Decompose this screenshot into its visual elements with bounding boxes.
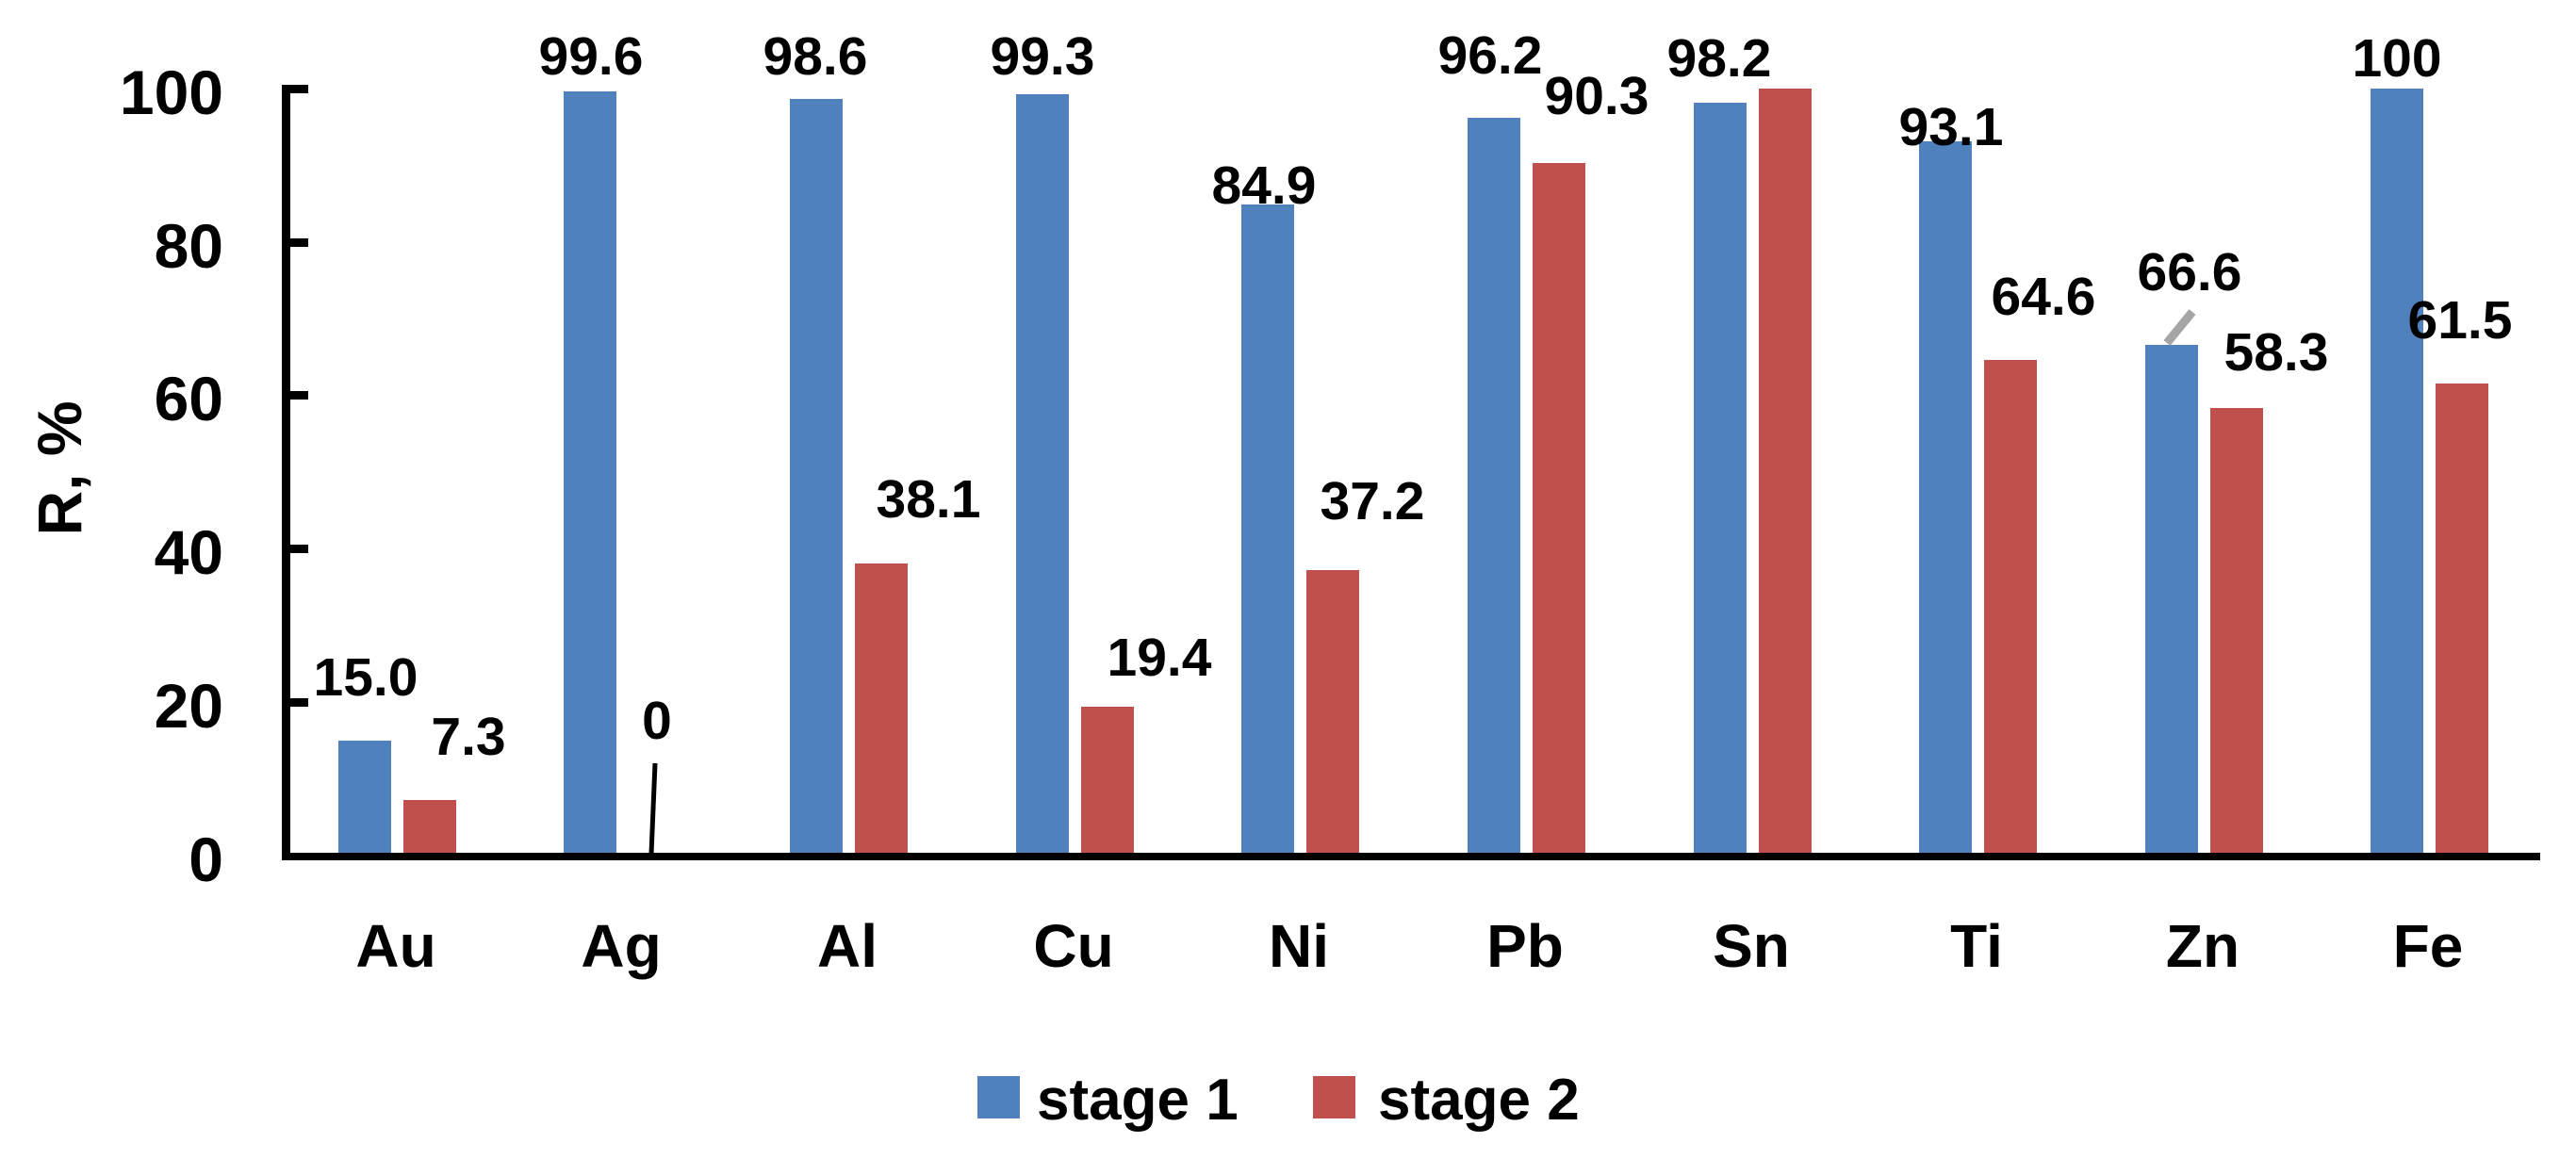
y-tick-mark-80 <box>290 238 308 247</box>
bar-stage1-pb <box>1468 118 1520 856</box>
data-label-stage2-zn: 58.3 <box>2223 322 2329 383</box>
bar-stage1-zn <box>2145 345 2198 856</box>
category-label-zn: Zn <box>2165 912 2240 980</box>
bar-stage2-fe <box>2436 384 2488 856</box>
category-label-pb: Pb <box>1486 912 1564 980</box>
data-label-stage1-au: 15.0 <box>313 647 418 708</box>
data-label-stage1-pb: 96.2 <box>1437 25 1543 86</box>
legend-label-stage2: stage 2 <box>1378 1068 1580 1133</box>
category-label-ni: Ni <box>1269 912 1329 980</box>
y-tick-mark-100 <box>290 85 308 93</box>
category-label-au: Au <box>355 912 436 980</box>
category-label-fe: Fe <box>2392 912 2464 980</box>
legend-swatch-stage1 <box>977 1076 1020 1118</box>
bar-stage2-pb <box>1533 163 1585 856</box>
category-label-al: Al <box>817 912 878 980</box>
y-axis-line <box>282 85 290 859</box>
y-tick-label-40: 40 <box>154 517 223 587</box>
category-label-cu: Cu <box>1033 912 1114 980</box>
bar-stage1-au <box>338 741 391 856</box>
data-label-stage1-zn: 66.6 <box>2137 242 2242 302</box>
y-tick-mark-40 <box>290 545 308 553</box>
legend-swatch-stage2 <box>1313 1076 1355 1118</box>
y-tick-mark-20 <box>290 698 308 707</box>
category-label-ag: Ag <box>581 912 662 980</box>
y-tick-label-60: 60 <box>154 364 223 433</box>
data-label-stage2-pb: 90.3 <box>1544 66 1649 126</box>
data-label-stage2-al: 38.1 <box>876 469 981 530</box>
data-label-stage1-ni: 84.9 <box>1211 155 1317 216</box>
bar-stage2-cu <box>1081 707 1134 856</box>
bar-stage1-al <box>790 99 843 856</box>
bar-stage2-sn <box>1759 89 1812 856</box>
bar-stage1-ni <box>1241 204 1294 856</box>
bar-stage2-ni <box>1306 570 1359 856</box>
data-label-stage2-au: 7.3 <box>431 707 506 767</box>
y-tick-label-100: 100 <box>119 57 223 127</box>
data-label-stage2-ag: 0 <box>642 691 672 751</box>
data-label-stage2-ti: 64.6 <box>1991 267 2096 327</box>
y-tick-label-80: 80 <box>154 211 223 281</box>
data-label-stage2-fe: 61.5 <box>2407 290 2513 351</box>
data-label-stage1-ti: 93.1 <box>1898 97 2004 157</box>
x-axis-line <box>282 853 2540 860</box>
bar-stage2-au <box>403 800 456 856</box>
bar-stage2-ti <box>1984 360 2037 856</box>
y-tick-mark-60 <box>290 391 308 400</box>
bar-stage2-al <box>855 563 908 856</box>
data-label-stage1-ag: 99.6 <box>538 26 644 87</box>
bar-stage1-fe <box>2371 89 2423 856</box>
data-label-stage1-sn: 98.2 <box>1666 28 1772 89</box>
ag-zero-leader-line <box>648 762 658 855</box>
data-label-stage1-al: 98.6 <box>763 26 868 87</box>
category-label-sn: Sn <box>1713 912 1790 980</box>
data-label-stage2-cu: 19.4 <box>1107 628 1212 688</box>
y-tick-label-20: 20 <box>154 671 223 741</box>
category-label-ti: Ti <box>1950 912 2003 980</box>
bar-stage1-ti <box>1919 141 1972 856</box>
data-label-stage2-ni: 37.2 <box>1320 471 1425 531</box>
bar-stage2-zn <box>2210 408 2263 856</box>
legend-label-stage1: stage 1 <box>1037 1068 1239 1133</box>
data-label-stage1-fe: 100 <box>2352 28 2442 89</box>
bar-stage1-cu <box>1016 94 1069 856</box>
y-tick-label-0: 0 <box>189 824 223 894</box>
data-label-stage1-cu: 99.3 <box>990 26 1095 87</box>
bar-stage1-ag <box>564 91 616 856</box>
bar-stage1-sn <box>1694 103 1747 856</box>
zn-label-leader-line <box>2163 309 2196 346</box>
